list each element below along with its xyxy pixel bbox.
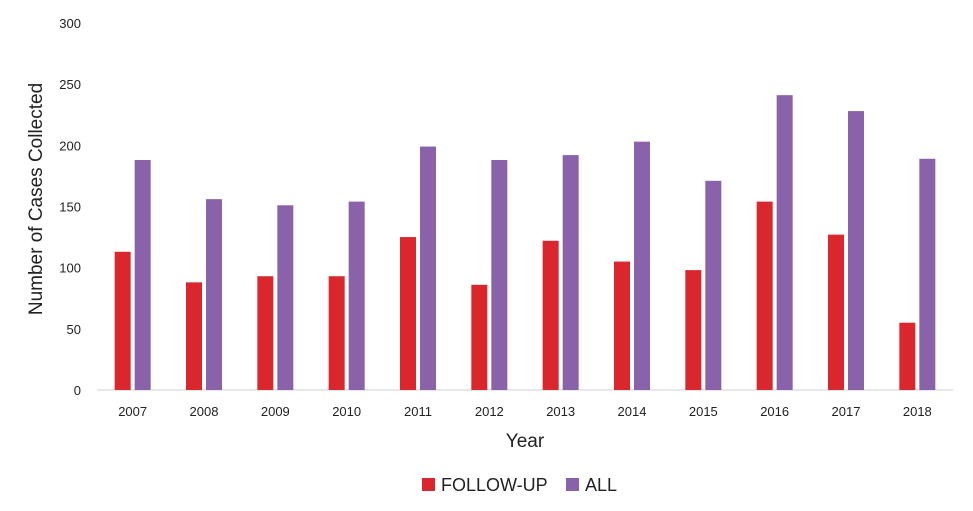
bar-follow-up-2011 xyxy=(400,237,416,390)
bar-follow-up-2007 xyxy=(114,251,131,390)
legend-swatch-follow-up xyxy=(422,478,435,491)
bar-all-2015 xyxy=(705,180,722,390)
y-tick-label: 50 xyxy=(67,322,81,337)
x-tick-label: 2017 xyxy=(832,404,861,419)
x-axis-ticks: 2007 2008 2009 2010 2011 2012 2013 2014 2015 2016… xyxy=(118,404,932,419)
bar-all-2009 xyxy=(277,205,294,390)
x-tick-label: 2013 xyxy=(546,404,575,419)
bar-follow-up-2017 xyxy=(828,234,844,390)
bar-all-2011 xyxy=(420,146,436,390)
x-tick-label: 2009 xyxy=(261,404,290,419)
x-tick-label: 2011 xyxy=(404,404,432,419)
bar-all-2014 xyxy=(634,141,650,390)
y-tick-label: 100 xyxy=(59,261,81,276)
bar-follow-up-2013 xyxy=(542,240,559,390)
bar-all-2008 xyxy=(206,199,222,390)
bar-all-2018 xyxy=(919,158,936,390)
bar-all-2017 xyxy=(848,111,864,390)
bar-all-2012 xyxy=(491,160,508,390)
bar-follow-up-2014 xyxy=(614,261,630,390)
bar-all-2013 xyxy=(562,155,579,390)
legend: FOLLOW-UP ALL xyxy=(422,475,617,495)
y-axis-title: Number of Cases Collected xyxy=(26,83,47,315)
legend-swatch-all xyxy=(566,478,579,491)
bar-follow-up-2016 xyxy=(756,201,773,390)
x-tick-label: 2012 xyxy=(475,404,504,419)
x-tick-label: 2016 xyxy=(760,404,789,419)
x-tick-label: 2018 xyxy=(903,404,932,419)
bar-follow-up-2008 xyxy=(186,282,202,390)
bar-all-2007 xyxy=(134,160,151,390)
bars xyxy=(114,95,936,390)
bar-all-2016 xyxy=(776,95,793,390)
x-axis-title: Year xyxy=(506,431,545,452)
y-tick-label: 250 xyxy=(59,77,81,92)
x-tick-label: 2015 xyxy=(689,404,718,419)
y-tick-label: 150 xyxy=(59,200,81,215)
legend-label-all: ALL xyxy=(585,475,617,495)
bar-follow-up-2018 xyxy=(899,322,916,390)
bar-follow-up-2012 xyxy=(471,284,488,390)
bar-follow-up-2015 xyxy=(685,270,702,390)
legend-label-follow-up: FOLLOW-UP xyxy=(441,475,548,495)
y-axis-ticks: 0 50 100 150 200 250 300 xyxy=(59,16,81,398)
y-tick-label: 300 xyxy=(59,16,81,31)
bar-all-2010 xyxy=(348,201,365,390)
x-tick-label: 2010 xyxy=(332,404,361,419)
y-tick-label: 200 xyxy=(59,138,81,153)
x-tick-label: 2014 xyxy=(618,404,647,419)
x-tick-label: 2007 xyxy=(118,404,147,419)
bar-follow-up-2010 xyxy=(328,276,345,390)
x-tick-label: 2008 xyxy=(190,404,219,419)
bar-follow-up-2009 xyxy=(257,276,274,390)
y-tick-label: 0 xyxy=(74,383,81,398)
